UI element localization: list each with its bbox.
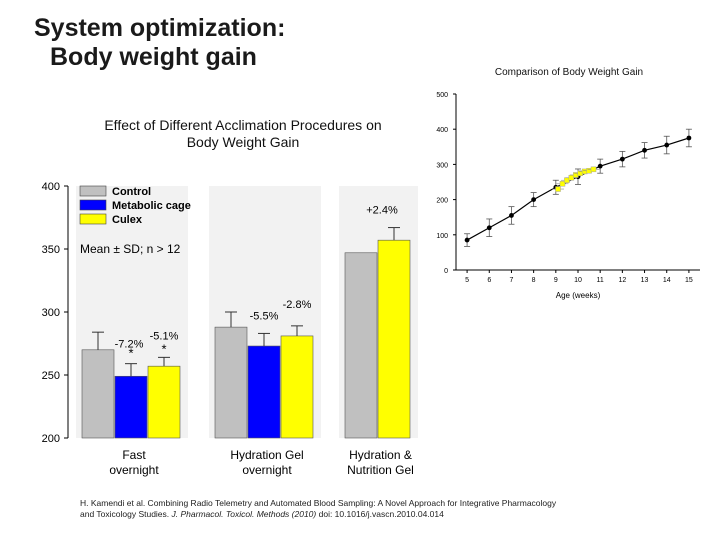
citation-doi: doi: 10.1016/j.vascn.2010.04.014 xyxy=(316,509,444,520)
overlay-point xyxy=(559,181,566,187)
legend-label: Control xyxy=(112,186,151,198)
line-y-tick-label: 200 xyxy=(436,198,448,205)
line-point xyxy=(664,142,670,148)
bar xyxy=(247,345,281,439)
line-point xyxy=(686,135,692,141)
line-x-tick-label: 7 xyxy=(510,277,514,284)
bar-y-tick-label: 250 xyxy=(42,370,60,382)
bar-category-label: Fast xyxy=(122,448,146,462)
bar-legend: Control Metabolic cage Culex Mean ± SD; n >… xyxy=(79,185,191,256)
bar-y-tick-label: 400 xyxy=(42,181,60,193)
slide-title-line2: Body weight gain xyxy=(50,42,257,71)
line-x-axis-label: Age (weeks) xyxy=(556,291,601,300)
line-x-tick-label: 5 xyxy=(465,277,469,284)
line-y-tick-label: 400 xyxy=(436,127,448,134)
bar xyxy=(81,349,115,439)
line-y-tick-label: 500 xyxy=(436,92,448,99)
line-x-tick-label: 8 xyxy=(532,277,536,284)
line-y-tick-label: 0 xyxy=(444,268,448,275)
line-x-tick-label: 9 xyxy=(554,277,558,284)
line-point xyxy=(464,237,470,243)
line-x-tick-label: 12 xyxy=(618,277,626,284)
bar-chart-title-line1: Effect of Different Acclimation Procedur… xyxy=(104,117,381,133)
legend-label: Metabolic cage xyxy=(112,200,191,212)
line-x-tick-label: 6 xyxy=(487,277,491,284)
citation-text: H. Kamendi et al. Combining Radio Teleme… xyxy=(80,498,557,520)
bar-y-tick-label: 200 xyxy=(42,433,60,445)
legend-swatch xyxy=(79,185,107,197)
citation-journal: J. Pharmacol. Toxicol. Methods (2010) xyxy=(171,509,317,520)
bar-percent-annotation: -2.8% xyxy=(283,299,312,311)
bar-category-label: Nutrition Gel xyxy=(347,463,414,477)
legend-swatch xyxy=(79,199,107,211)
line-x-tick-label: 14 xyxy=(663,277,671,284)
bar-category-label: overnight xyxy=(242,463,292,477)
slide-title: System optimization: Body weight gain xyxy=(34,14,285,72)
line-point xyxy=(531,197,537,203)
bar-category-label: overnight xyxy=(109,463,159,477)
bar xyxy=(147,365,181,439)
line-chart: Comparison of Body Weight Gain 0 100 200 300… xyxy=(436,67,700,300)
line-series-path xyxy=(466,137,690,241)
bar-percent-annotation: -7.2% xyxy=(115,339,144,351)
line-point xyxy=(619,156,625,162)
bar-y-tick-label: 300 xyxy=(42,307,60,319)
line-y-tick-label: 300 xyxy=(436,162,448,169)
line-point xyxy=(486,225,492,231)
bar-percent-annotation: -5.1% xyxy=(150,330,179,342)
bar xyxy=(344,252,378,439)
bar-significance-marker: * xyxy=(128,346,133,361)
line-point xyxy=(642,147,647,153)
line-x-tick-label: 11 xyxy=(597,277,604,284)
line-x-tick-label: 15 xyxy=(685,277,693,284)
bar-chart-title-line2: Body Weight Gain xyxy=(187,134,300,150)
legend-note: Mean ± SD; n > 12 xyxy=(80,242,181,256)
bar xyxy=(114,375,148,439)
slide-title-line1: System optimization: xyxy=(34,14,286,42)
line-chart-title: Comparison of Body Weight Gain xyxy=(495,67,643,78)
line-point xyxy=(509,213,514,218)
line-x-tick-label: 10 xyxy=(574,277,582,284)
overlay-point xyxy=(555,186,561,192)
line-x-tick-label: 13 xyxy=(641,277,649,284)
bar xyxy=(214,326,248,439)
citation: H. Kamendi et al. Combining Radio Teleme… xyxy=(80,498,560,521)
bar xyxy=(280,335,314,439)
bar-chart: Effect of Different Acclimation Procedur… xyxy=(42,117,418,477)
bar-significance-marker: * xyxy=(161,341,166,356)
legend-swatch xyxy=(79,213,107,225)
bar-category-label: Hydration & xyxy=(349,448,412,462)
bar-category-label: Hydration Gel xyxy=(230,448,303,462)
bar xyxy=(377,239,411,439)
overlay-point xyxy=(568,175,575,181)
line-y-tick-label: 100 xyxy=(436,233,448,240)
line-point xyxy=(597,163,603,169)
overlay-point xyxy=(590,166,597,173)
bar-percent-annotation: +2.4% xyxy=(366,205,398,217)
bar-y-tick-label: 350 xyxy=(42,244,60,256)
bar-percent-annotation: -5.5% xyxy=(250,310,279,322)
legend-label: Culex xyxy=(112,214,143,226)
